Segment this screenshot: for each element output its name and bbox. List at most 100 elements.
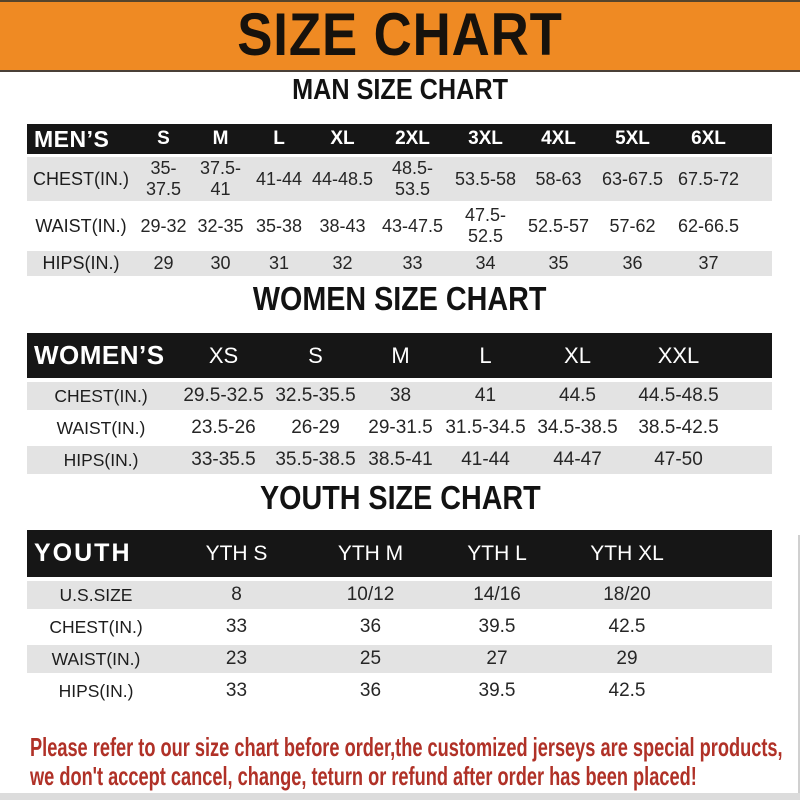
size-value: 36 [308,613,433,641]
women-size-section: WOMEN SIZE CHART WOMEN’S XS S M L XL XXL CHES… [0,279,800,478]
size-value: 18/20 [561,581,772,609]
size-value: 53.5-58 [449,157,522,201]
size-value: 36 [595,251,670,276]
size-value: 33 [165,613,308,641]
column-header-xl: XL [309,124,376,154]
table-row: U.S.SIZE 8 10/12 14/16 18/20 [27,581,772,609]
size-value: 23.5-26 [175,414,272,442]
right-edge-strip [798,535,800,793]
disclaimer: Please refer to our size chart before or… [0,733,800,791]
size-value: 35 [522,251,595,276]
row-label: WAIST(IN.) [27,414,175,442]
size-value: 35.5-38.5 [272,446,359,474]
size-value: 44.5-48.5 [626,382,772,410]
women-section-heading-text: WOMEN SIZE CHART [253,280,547,317]
column-header-xxl: XXL [626,333,772,378]
size-value: 47-50 [626,446,772,474]
men-size-section: MAN SIZE CHART MEN’S S M L XL 2XL 3XL 4XL 5XL 6X… [0,72,800,279]
size-value: 62-66.5 [670,204,772,248]
size-value: 38.5-42.5 [626,414,772,442]
size-value: 35-38 [249,204,309,248]
row-label: WAIST(IN.) [27,204,135,248]
size-value: 67.5-72 [670,157,772,201]
bottom-edge-strip [0,793,800,800]
women-table-corner-label: WOMEN’S [27,333,175,378]
size-value: 32 [309,251,376,276]
size-chart-banner: SIZE CHART [0,0,800,72]
size-value: 14/16 [433,581,561,609]
table-row: WAIST(IN.) 23.5-26 26-29 29-31.5 31.5-34.5 34… [27,414,772,442]
size-value: 32.5-35.5 [272,382,359,410]
column-header-s: S [135,124,192,154]
size-value: 47.5-52.5 [449,204,522,248]
youth-size-table: YOUTH YTH S YTH M YTH L YTH XL U.S.SIZE 8 10/… [27,526,772,709]
table-row: HIPS(IN.) 33-35.5 35.5-38.5 38.5-41 41-44 44-… [27,446,772,474]
banner-title: SIZE CHART [237,1,563,68]
size-value: 8 [165,581,308,609]
table-row: CHEST(IN.) 29.5-32.5 32.5-35.5 38 41 44.5 44.5… [27,382,772,410]
column-header-m: M [359,333,442,378]
size-value: 29-32 [135,204,192,248]
size-value: 29 [135,251,192,276]
table-row: WAIST(IN.) 29-32 32-35 35-38 38-43 43-47.5 47.… [27,204,772,248]
youth-table-corner-label: YOUTH [27,530,165,577]
size-value: 41 [442,382,529,410]
size-value: 34 [449,251,522,276]
men-size-table: MEN’S S M L XL 2XL 3XL 4XL 5XL 6XL CHEST(IN.) 35-… [27,121,772,279]
size-value: 29-31.5 [359,414,442,442]
size-value: 23 [165,645,308,673]
women-section-heading: WOMEN SIZE CHART [0,279,800,319]
size-value: 57-62 [595,204,670,248]
size-value: 33 [165,677,308,705]
size-value: 48.5-53.5 [376,157,449,201]
size-value: 33 [376,251,449,276]
women-table-header-row: WOMEN’S XS S M L XL XXL [27,333,772,378]
size-value: 35-37.5 [135,157,192,201]
men-section-heading: MAN SIZE CHART [0,72,800,108]
size-value: 31 [249,251,309,276]
size-value: 44.5 [529,382,626,410]
size-value: 10/12 [308,581,433,609]
size-value: 38-43 [309,204,376,248]
size-value: 36 [308,677,433,705]
size-value: 37.5-41 [192,157,249,201]
size-value: 30 [192,251,249,276]
size-value: 44-47 [529,446,626,474]
youth-section-heading: YOUTH SIZE CHART [0,478,800,518]
table-row: HIPS(IN.) 33 36 39.5 42.5 [27,677,772,705]
size-value: 33-35.5 [175,446,272,474]
row-label: CHEST(IN.) [27,382,175,410]
men-table-header-row: MEN’S S M L XL 2XL 3XL 4XL 5XL 6XL [27,124,772,154]
size-value: 32-35 [192,204,249,248]
row-label: HIPS(IN.) [27,677,165,705]
row-label: CHEST(IN.) [27,613,165,641]
column-header-yth-l: YTH L [433,530,561,577]
size-value: 31.5-34.5 [442,414,529,442]
men-section-heading-text: MAN SIZE CHART [292,74,508,106]
column-header-xs: XS [175,333,272,378]
column-header-2xl: 2XL [376,124,449,154]
size-value: 38.5-41 [359,446,442,474]
size-value: 44-48.5 [309,157,376,201]
column-header-yth-s: YTH S [165,530,308,577]
size-value: 37 [670,251,772,276]
disclaimer-line-2: we don't accept cancel, change, teturn o… [30,761,697,791]
size-value: 42.5 [561,677,772,705]
size-value: 38 [359,382,442,410]
size-value: 26-29 [272,414,359,442]
row-label: HIPS(IN.) [27,446,175,474]
column-header-m: M [192,124,249,154]
size-value: 41-44 [249,157,309,201]
row-label: CHEST(IN.) [27,157,135,201]
table-row: CHEST(IN.) 33 36 39.5 42.5 [27,613,772,641]
column-header-4xl: 4XL [522,124,595,154]
size-value: 58-63 [522,157,595,201]
size-value: 41-44 [442,446,529,474]
youth-size-section: YOUTH SIZE CHART YOUTH YTH S YTH M YTH L YT… [0,478,800,709]
table-row: CHEST(IN.) 35-37.5 37.5-41 41-44 44-48.5 48.5… [27,157,772,201]
column-header-3xl: 3XL [449,124,522,154]
size-value: 34.5-38.5 [529,414,626,442]
table-row: HIPS(IN.) 29 30 31 32 33 34 35 36 37 [27,251,772,276]
column-header-6xl: 6XL [670,124,772,154]
column-header-l: L [249,124,309,154]
